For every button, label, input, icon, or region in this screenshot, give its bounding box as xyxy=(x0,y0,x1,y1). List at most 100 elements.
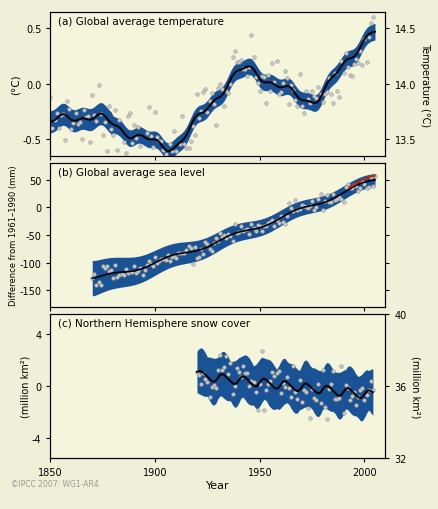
Point xyxy=(225,89,232,97)
Point xyxy=(227,232,234,240)
Point xyxy=(237,373,244,381)
Point xyxy=(359,384,366,392)
Point xyxy=(145,104,152,112)
Point xyxy=(242,369,249,377)
Point xyxy=(108,126,115,134)
Point xyxy=(181,250,188,258)
Point xyxy=(309,198,316,206)
Point xyxy=(258,73,265,81)
Point xyxy=(369,13,376,21)
Point xyxy=(223,88,230,96)
Point xyxy=(110,132,117,140)
Point xyxy=(325,75,332,83)
Point xyxy=(116,117,123,125)
Point xyxy=(344,180,351,188)
Point xyxy=(288,393,295,401)
Point xyxy=(214,85,221,93)
Point xyxy=(349,185,356,193)
Point xyxy=(346,397,353,405)
Point xyxy=(166,257,173,265)
Point xyxy=(290,87,297,95)
Point xyxy=(97,281,104,290)
Point xyxy=(315,381,322,389)
Point xyxy=(290,362,297,370)
Point xyxy=(120,138,127,147)
Point xyxy=(309,88,316,96)
Point xyxy=(344,384,351,392)
Point xyxy=(311,93,318,101)
Point xyxy=(286,101,293,109)
Point xyxy=(57,111,64,120)
Point xyxy=(191,131,198,139)
Point xyxy=(283,212,290,220)
Point xyxy=(300,203,307,211)
Point xyxy=(309,385,316,393)
Point xyxy=(141,160,148,168)
Text: (a) Global average temperature: (a) Global average temperature xyxy=(58,17,224,27)
Point xyxy=(355,393,362,402)
X-axis label: Year: Year xyxy=(206,480,230,490)
Point xyxy=(66,106,73,115)
Point xyxy=(353,55,360,64)
Point xyxy=(281,220,288,229)
Point xyxy=(202,375,209,383)
Point xyxy=(340,70,347,78)
Point xyxy=(323,89,330,97)
Point xyxy=(273,217,280,225)
Point xyxy=(219,86,226,94)
Point xyxy=(265,220,272,228)
Point xyxy=(329,367,336,376)
Point xyxy=(367,20,374,28)
Point xyxy=(219,366,226,375)
Point xyxy=(367,377,374,385)
Point xyxy=(359,62,366,70)
Point xyxy=(87,138,94,147)
Point xyxy=(233,230,240,238)
Point xyxy=(256,223,263,231)
Point xyxy=(152,253,159,262)
Point xyxy=(244,73,251,81)
Point xyxy=(225,231,232,239)
Point xyxy=(292,388,299,396)
Point xyxy=(128,139,135,148)
Point xyxy=(307,414,314,422)
Point xyxy=(133,269,140,277)
Point xyxy=(208,248,215,256)
Point xyxy=(271,79,278,87)
Point xyxy=(242,66,249,74)
Point xyxy=(329,100,336,108)
Point xyxy=(273,58,280,66)
Point xyxy=(175,168,182,176)
Point xyxy=(120,271,127,279)
Point xyxy=(131,262,138,270)
Point xyxy=(162,151,169,159)
Point xyxy=(336,394,343,402)
Point xyxy=(149,144,156,152)
Point xyxy=(355,188,362,196)
Point xyxy=(248,32,255,40)
Point xyxy=(149,263,156,271)
Point xyxy=(160,146,167,154)
Point xyxy=(311,394,318,403)
Point xyxy=(248,377,255,385)
Point xyxy=(139,271,146,279)
Point xyxy=(212,121,219,129)
Point xyxy=(99,263,106,271)
Point xyxy=(254,79,261,88)
Point xyxy=(152,108,159,117)
Point xyxy=(325,198,332,206)
Point xyxy=(317,90,324,98)
Point xyxy=(72,110,79,118)
Point xyxy=(127,109,134,118)
Point xyxy=(258,347,265,355)
Point xyxy=(365,183,372,191)
Point xyxy=(183,247,190,255)
Point xyxy=(177,140,184,149)
Point xyxy=(168,148,175,156)
Point xyxy=(290,207,297,215)
Point xyxy=(89,92,96,100)
Point xyxy=(338,362,345,371)
Point xyxy=(250,53,257,62)
Point xyxy=(179,113,186,121)
Y-axis label: (°C): (°C) xyxy=(11,74,21,95)
